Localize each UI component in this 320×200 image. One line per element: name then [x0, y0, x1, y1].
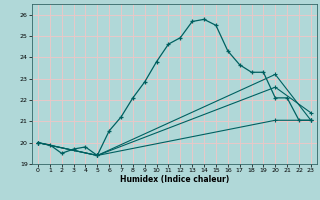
- X-axis label: Humidex (Indice chaleur): Humidex (Indice chaleur): [120, 175, 229, 184]
